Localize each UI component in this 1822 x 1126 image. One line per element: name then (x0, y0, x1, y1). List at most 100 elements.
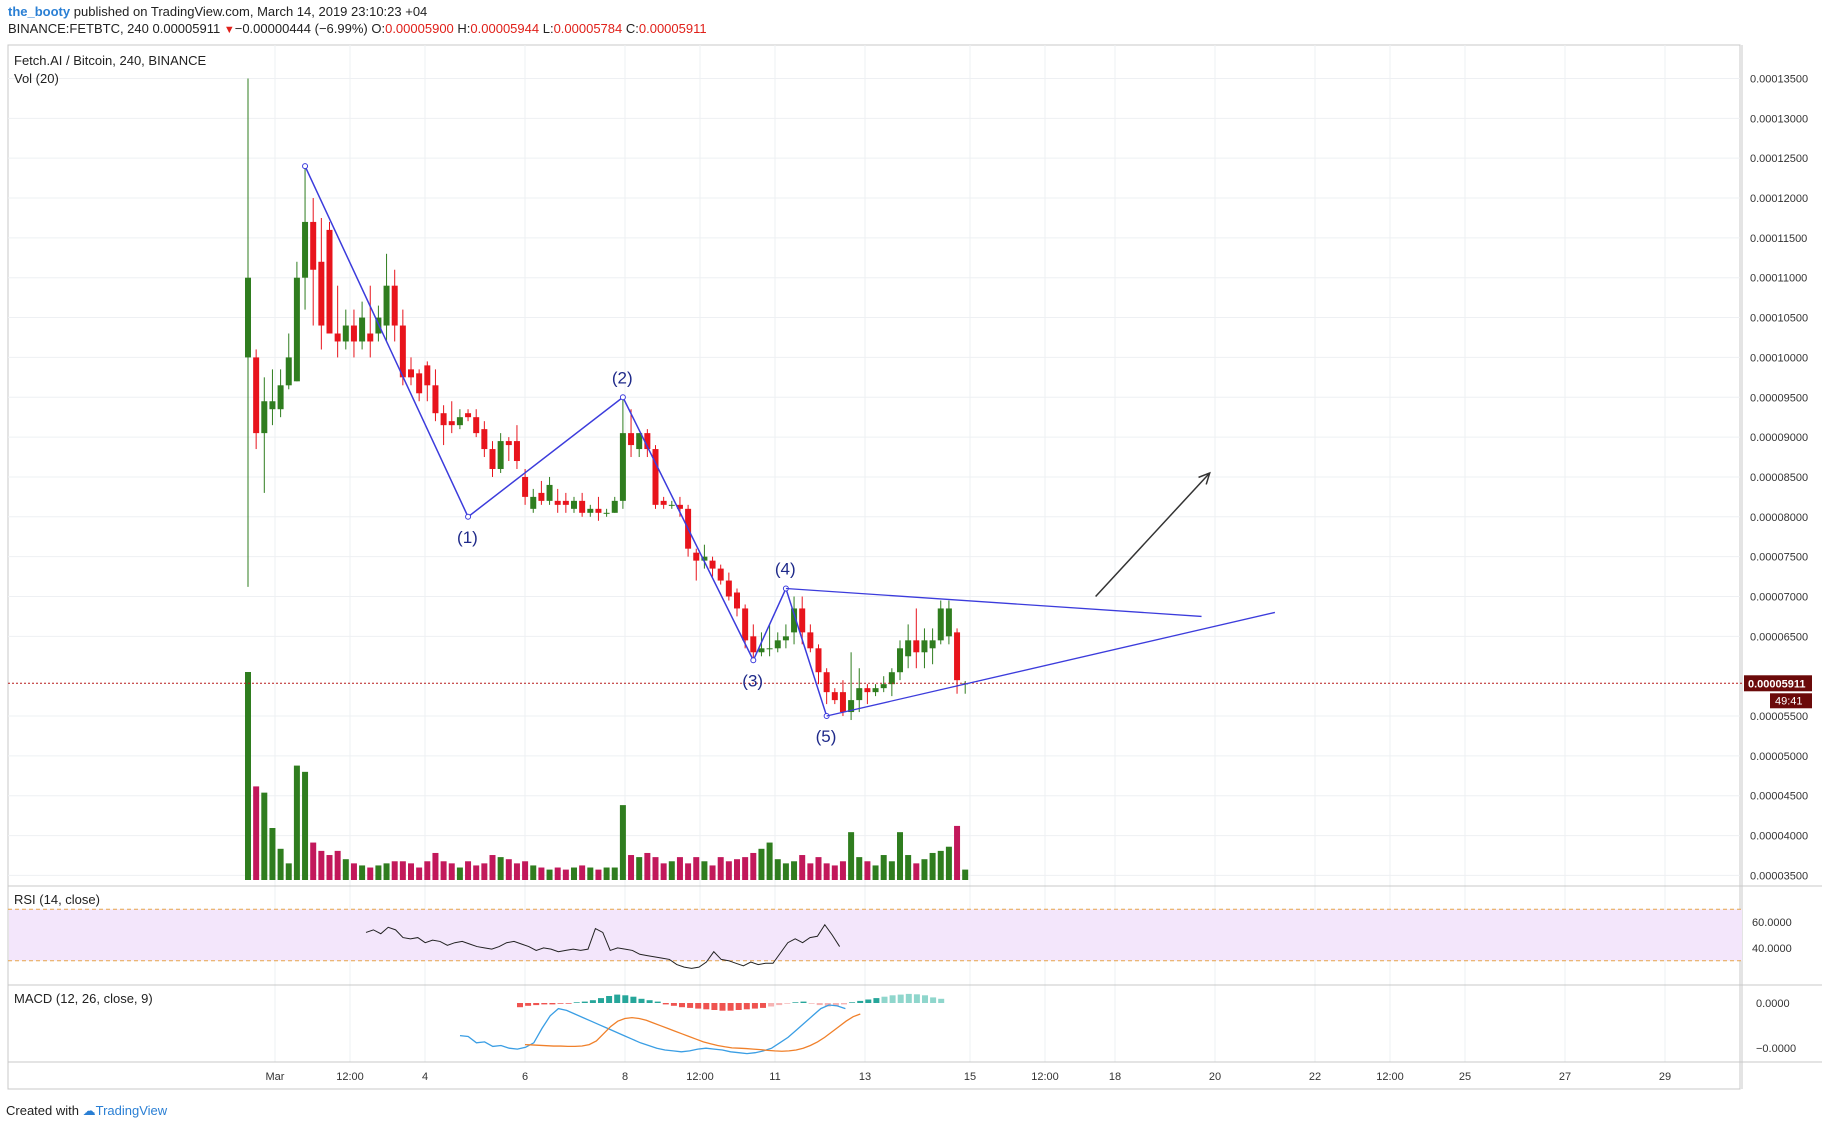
wave-point (750, 657, 757, 664)
volume-bar (880, 855, 887, 880)
high-label: H: (457, 21, 471, 36)
volume-bar (676, 857, 683, 880)
volume-bar (897, 832, 903, 880)
price-tick-label: 0.00011500 (1750, 233, 1807, 245)
candle-body (619, 433, 626, 501)
volume-bar (530, 865, 537, 880)
volume-bar (391, 861, 398, 880)
candle-body (636, 433, 643, 450)
volume-bar (782, 863, 789, 880)
volume-bar (766, 842, 773, 880)
volume-bar (416, 867, 423, 880)
price-tick-label: 0.00010000 (1750, 352, 1808, 364)
time-tick-label: Mar (266, 1071, 285, 1083)
macd-histogram-bar (922, 995, 928, 1003)
volume-bar (888, 861, 895, 880)
candle-body (481, 429, 488, 450)
macd-histogram-bar (751, 1003, 758, 1009)
macd-histogram-bar (557, 1003, 564, 1004)
volume-bar (905, 855, 912, 880)
candle-body (913, 640, 920, 653)
candle-body (440, 413, 447, 426)
price-tick-label: 0.00003500 (1750, 870, 1808, 882)
macd-histogram-bar (662, 1003, 669, 1005)
candle-body (522, 476, 529, 497)
candle-body (897, 648, 903, 673)
volume-bar (636, 857, 643, 880)
volume-bar (383, 863, 390, 880)
volume-bar (725, 861, 732, 880)
volume-bar (685, 863, 692, 880)
time-tick-label: 15 (964, 1071, 976, 1083)
time-tick-label: 20 (1209, 1071, 1221, 1083)
candle-body (465, 413, 472, 418)
volume-bar (579, 865, 586, 880)
macd-histogram-bar (695, 1003, 702, 1009)
candle-body (562, 500, 569, 505)
wave-label: (5) (816, 727, 837, 746)
macd-histogram-bar (905, 993, 912, 1003)
candle-body (815, 648, 822, 673)
macd-histogram-bar (768, 1003, 775, 1007)
macd-pane-title: MACD (12, 26, close, 9) (14, 991, 153, 1006)
candle-body (945, 608, 952, 637)
volume-bar (668, 861, 675, 880)
volume-bar (481, 863, 488, 880)
volume-bar (945, 846, 952, 880)
volume-bar (603, 867, 610, 880)
volume-bar (571, 867, 577, 880)
candle-body (277, 385, 284, 410)
macd-histogram-bar (873, 998, 880, 1003)
wave-label: (3) (742, 671, 763, 690)
price-tick-label: 0.00007000 (1750, 591, 1808, 603)
tradingview-brand[interactable]: TradingView (95, 1103, 168, 1118)
author-link[interactable]: the_booty (8, 4, 71, 19)
macd-histogram-bar (525, 1003, 532, 1006)
volume-bar (269, 828, 276, 880)
volume-bar (758, 848, 765, 880)
candle-body (310, 221, 317, 270)
candle-body (261, 401, 268, 434)
tradingview-logo-icon[interactable]: ☁ (82, 1103, 96, 1118)
trading-chart[interactable]: 0.00013500 0.00013000 0.00012500 0.00012000… (0, 0, 1822, 1100)
macd-histogram-bar (598, 998, 604, 1003)
macd-histogram-bar (938, 998, 945, 1003)
macd-histogram-bar (865, 999, 872, 1003)
macd-histogram-bar (654, 1001, 661, 1003)
volume-bar (302, 771, 309, 880)
down-arrow-icon: ▼ (223, 24, 235, 36)
volume-bar (628, 855, 635, 880)
volume-bar (774, 859, 781, 880)
volume-bar (815, 857, 822, 880)
candle-body (391, 285, 398, 326)
candle-body (717, 568, 724, 581)
candle-body (766, 648, 773, 650)
candle-body (538, 492, 545, 501)
open-value: 0.00005900 (385, 21, 454, 36)
candle-body (416, 373, 423, 394)
last-price-tag-label: 0.00005911 (1748, 678, 1806, 690)
macd-histogram-bar (792, 1002, 799, 1003)
time-tick-label: 29 (1659, 1071, 1671, 1083)
candle-body (334, 333, 341, 342)
time-tick-label: 12:00 (1031, 1071, 1059, 1083)
volume-bar (465, 861, 472, 880)
candle-body (513, 441, 520, 462)
macd-histogram-bar (703, 1003, 710, 1010)
time-tick-label: 12:00 (1376, 1071, 1404, 1083)
candle-body (864, 688, 871, 693)
high-value: 0.00005944 (470, 21, 540, 36)
wave-point (619, 394, 626, 401)
volume-bar (310, 842, 317, 880)
volume-bar (717, 857, 724, 880)
candle-body (432, 385, 439, 414)
volume-bar (399, 861, 406, 880)
macd-histogram-bar (719, 1003, 726, 1011)
time-tick-label: 18 (1109, 1071, 1121, 1083)
candle-body (571, 500, 577, 509)
time-tick-label: 25 (1459, 1071, 1471, 1083)
candle-body (644, 433, 651, 450)
low-label: L: (542, 21, 554, 36)
time-tick-label: 27 (1559, 1071, 1571, 1083)
candle-body (872, 688, 879, 693)
